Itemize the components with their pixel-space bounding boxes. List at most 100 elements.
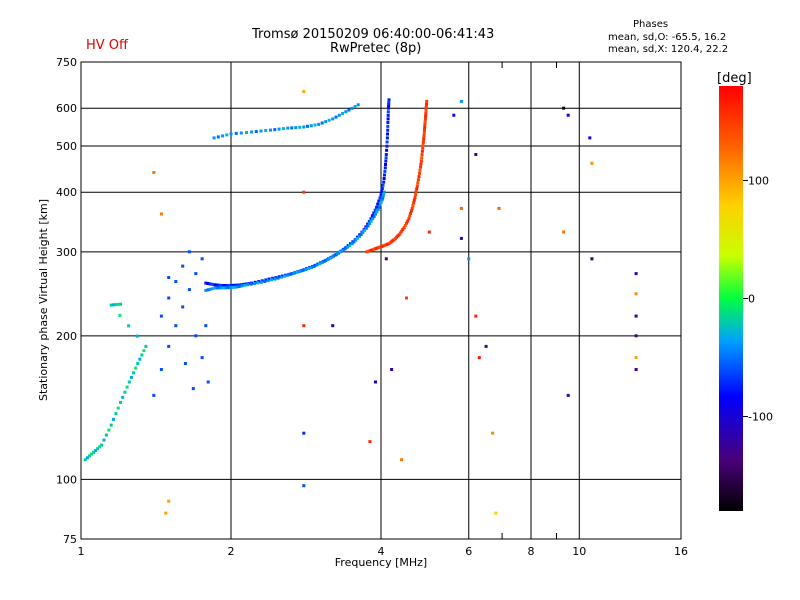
scatter-point <box>634 272 638 276</box>
scatter-point <box>368 440 372 444</box>
scatter-point <box>634 356 638 360</box>
x-tick-label: 4 <box>378 545 385 558</box>
trace-point <box>357 235 361 238</box>
scatter-point <box>452 113 456 117</box>
trace-point <box>383 166 387 170</box>
scatter-point <box>164 511 168 515</box>
trace-point <box>323 259 327 263</box>
trace-point <box>240 284 244 288</box>
scatter-point <box>302 190 306 194</box>
scatter-point <box>562 106 566 110</box>
trace-point <box>419 165 422 169</box>
trace-point <box>423 122 427 126</box>
scatter-point <box>384 257 388 261</box>
trace-point <box>104 433 108 437</box>
trace-point <box>252 282 256 285</box>
phase-stats-o: mean, sd,O: -65.5, 16.2 <box>608 32 727 43</box>
trace-point <box>398 231 402 235</box>
trace-point <box>369 219 373 223</box>
trace-point <box>159 368 163 371</box>
trace-point <box>367 219 371 223</box>
trace-point <box>416 178 420 182</box>
trace-point <box>276 276 280 280</box>
trace-point <box>295 270 299 274</box>
trace-point <box>372 214 376 218</box>
trace-point <box>313 123 317 127</box>
trace-point <box>208 282 212 286</box>
x-tick-label: 8 <box>528 545 535 558</box>
trace-point <box>136 362 140 365</box>
trace-point <box>387 98 391 102</box>
x-tick-label: 10 <box>572 545 586 558</box>
trace-point <box>400 229 404 233</box>
trace-point <box>167 276 171 279</box>
trace-point <box>127 380 131 384</box>
trace-point <box>134 366 138 370</box>
scatter-point <box>427 230 431 234</box>
trace-point <box>239 131 243 135</box>
trace-point <box>250 130 254 134</box>
trace-point <box>409 209 413 213</box>
trace-point <box>386 132 389 136</box>
trace-point <box>328 256 332 260</box>
trace-point <box>424 106 428 109</box>
trace-point <box>249 282 253 286</box>
trace-point <box>246 283 250 287</box>
trace-point <box>281 127 285 131</box>
trace-point <box>336 252 340 256</box>
trace-point <box>379 201 383 204</box>
trace-point <box>386 128 390 132</box>
trace-point <box>350 106 354 110</box>
scatter-point <box>459 206 463 210</box>
scatter-point <box>590 257 594 261</box>
trace-point <box>214 283 218 287</box>
trace-point <box>402 226 406 230</box>
trace-point <box>327 118 331 122</box>
scatter-point <box>566 113 570 117</box>
trace-point <box>138 357 142 361</box>
trace-point <box>403 224 407 227</box>
trace-point <box>85 456 89 460</box>
trace-point <box>96 447 100 451</box>
trace-point <box>142 349 146 353</box>
trace-point <box>419 162 423 166</box>
trace-point <box>359 233 363 236</box>
scatter-point <box>477 356 481 360</box>
trace-point <box>200 356 204 360</box>
trace-point <box>376 208 380 211</box>
y-tick-label: 750 <box>56 56 77 69</box>
trace-point <box>318 262 322 266</box>
trace-point <box>415 187 419 191</box>
trace-point <box>221 286 225 290</box>
trace-point <box>341 112 345 115</box>
trace-point <box>413 196 417 199</box>
trace-point <box>366 224 370 228</box>
scatter-point <box>167 499 171 503</box>
trace-point <box>273 277 277 281</box>
trace-point <box>181 305 185 309</box>
trace-point <box>380 187 384 190</box>
trace-point <box>387 100 391 104</box>
trace-point <box>420 156 424 160</box>
trace-point <box>206 288 210 292</box>
scatter-point <box>302 90 306 94</box>
trace-point <box>200 257 204 261</box>
trace-point <box>229 286 233 289</box>
trace-point <box>129 375 133 379</box>
trace-point <box>283 274 287 278</box>
trace-point <box>361 230 365 234</box>
trace-point <box>414 193 418 197</box>
trace-point <box>369 217 373 221</box>
trace-point <box>87 454 91 458</box>
trace-point <box>119 302 122 306</box>
trace-point <box>337 113 341 117</box>
y-tick-label: 200 <box>56 330 77 343</box>
trace-point <box>350 242 354 246</box>
scatter-point <box>484 344 488 348</box>
trace-point <box>218 286 222 290</box>
trace-point <box>412 201 416 205</box>
trace-point <box>267 277 271 281</box>
trace-point <box>94 449 98 452</box>
trace-point <box>289 272 293 276</box>
trace-point <box>424 114 428 118</box>
